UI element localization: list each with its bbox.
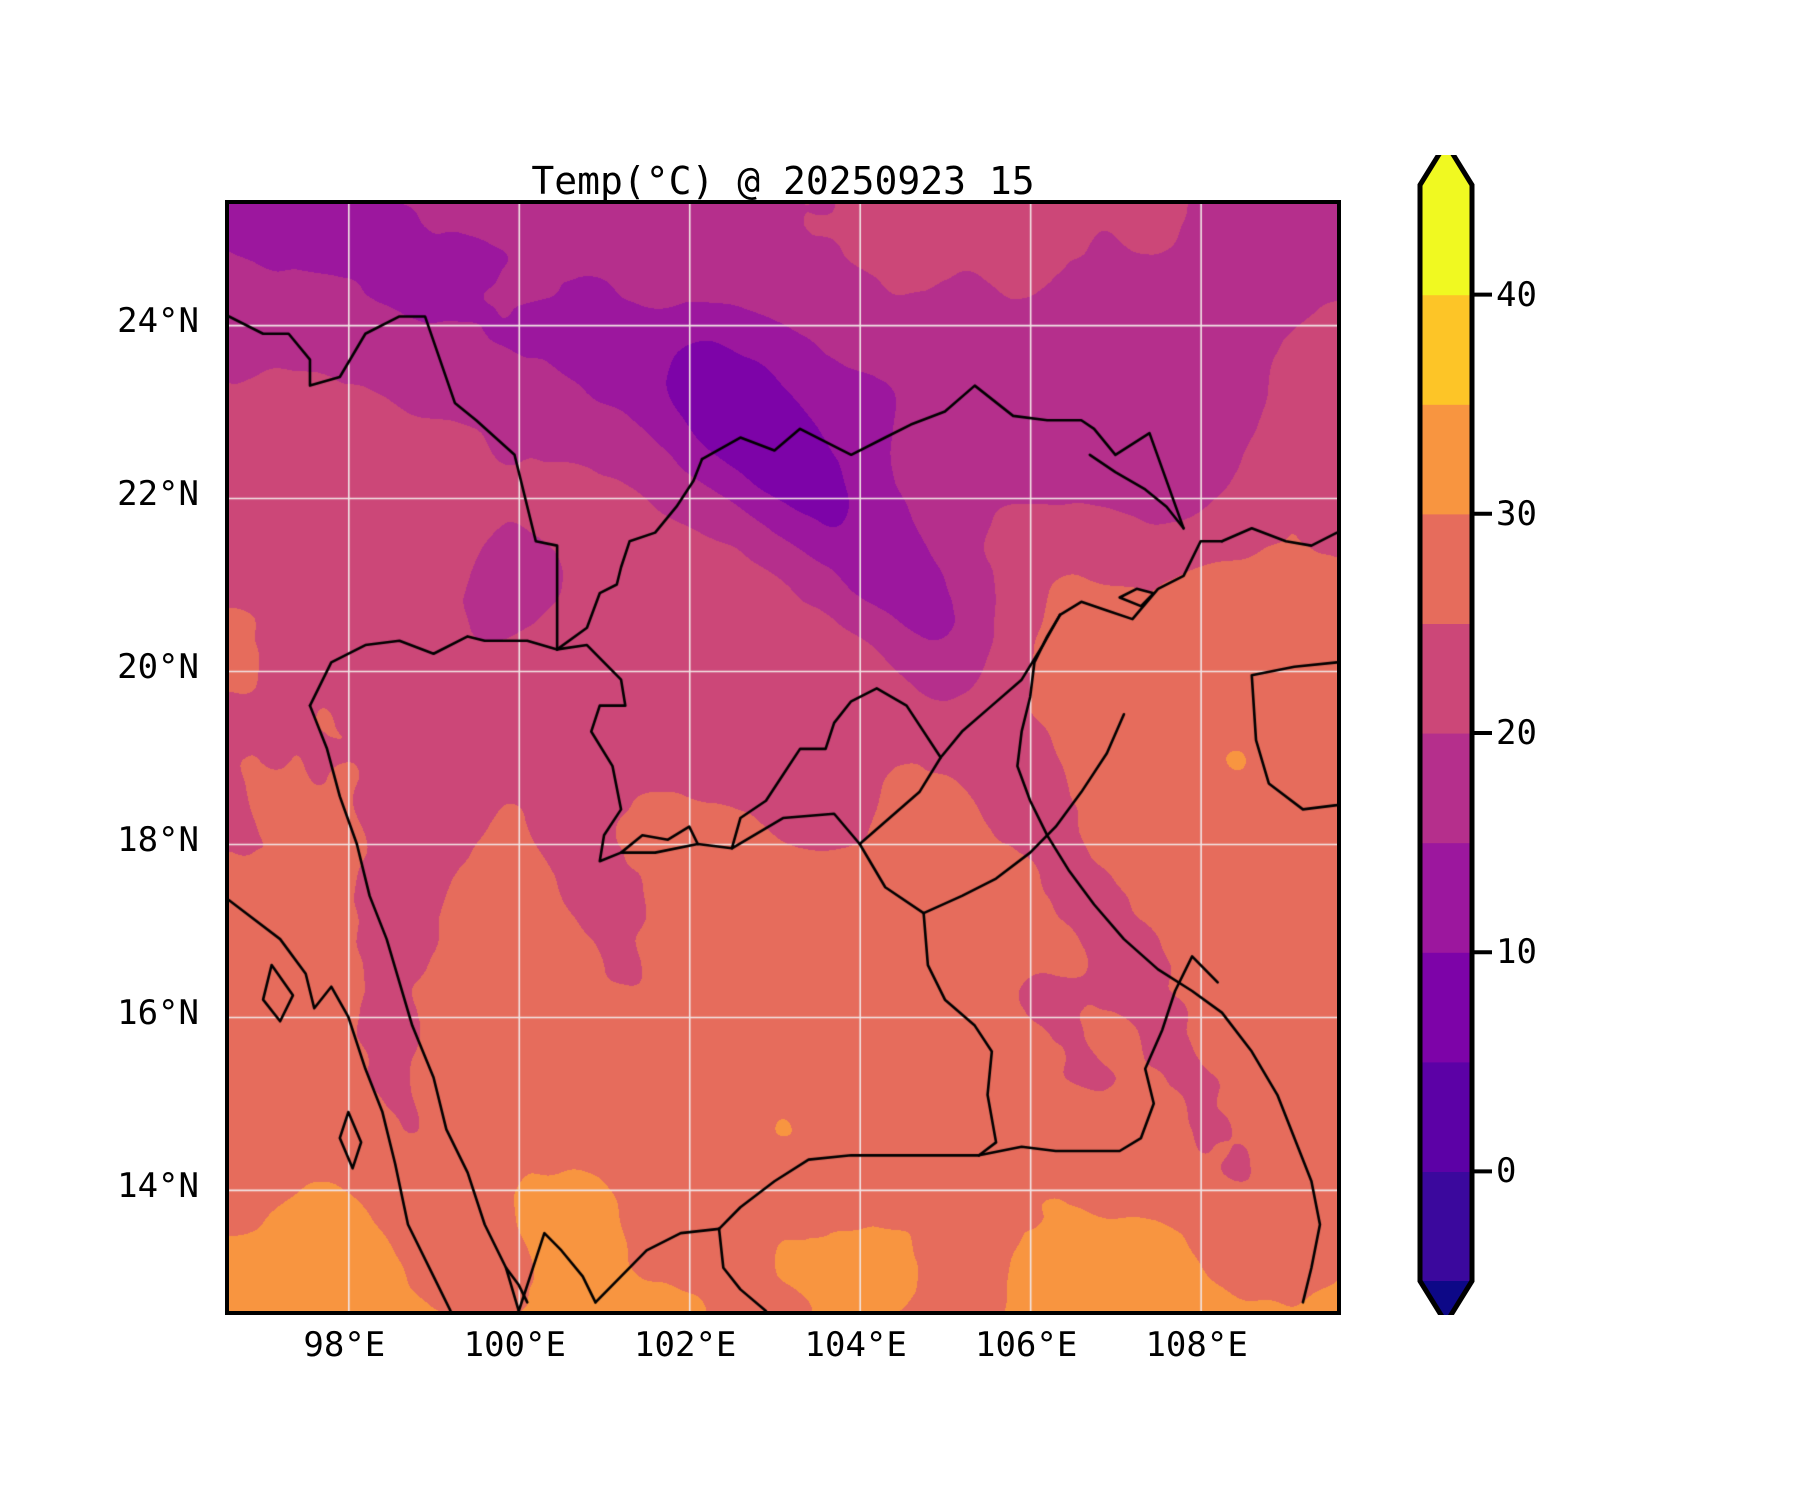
ytick-label-18: 18°N <box>117 819 199 860</box>
temperature-colorbar[interactable]: 40 30 20 10 0 <box>1400 155 1730 1315</box>
ytick-label-20: 20°N <box>117 647 199 688</box>
latitude-axis: 24°N 22°N 20°N 18°N 16°N 14°N <box>0 200 200 1315</box>
colorbar-gradient <box>1417 155 1492 1315</box>
ytick-label-24: 24°N <box>117 301 199 342</box>
xtick-label-98: 98°E <box>303 1325 386 1365</box>
colorbar-tick-30: 30 <box>1496 493 1537 534</box>
map-axes[interactable] <box>225 200 1341 1315</box>
xtick-label-106: 106°E <box>974 1325 1078 1365</box>
colorbar-tick-40: 40 <box>1496 274 1537 315</box>
temperature-contour-map <box>229 204 1337 1311</box>
colorbar-tick-0: 0 <box>1496 1151 1517 1192</box>
colorbar-tick-20: 20 <box>1496 713 1537 753</box>
xtick-label-104: 104°E <box>804 1325 907 1365</box>
title-line-variable-time: Temp(°C) @ 20250923_15 <box>531 159 1035 203</box>
longitude-axis: 98°E 100°E 102°E 104°E 106°E 108°E <box>225 1322 1341 1392</box>
xtick-label-108: 108°E <box>1145 1325 1248 1365</box>
ytick-label-14: 14°N <box>117 1165 199 1206</box>
xtick-label-100: 100°E <box>463 1325 566 1365</box>
ytick-label-16: 16°N <box>117 992 199 1033</box>
xtick-label-102: 102°E <box>634 1325 737 1365</box>
ytick-label-22: 22°N <box>117 474 199 515</box>
colorbar-tick-10: 10 <box>1496 932 1537 973</box>
